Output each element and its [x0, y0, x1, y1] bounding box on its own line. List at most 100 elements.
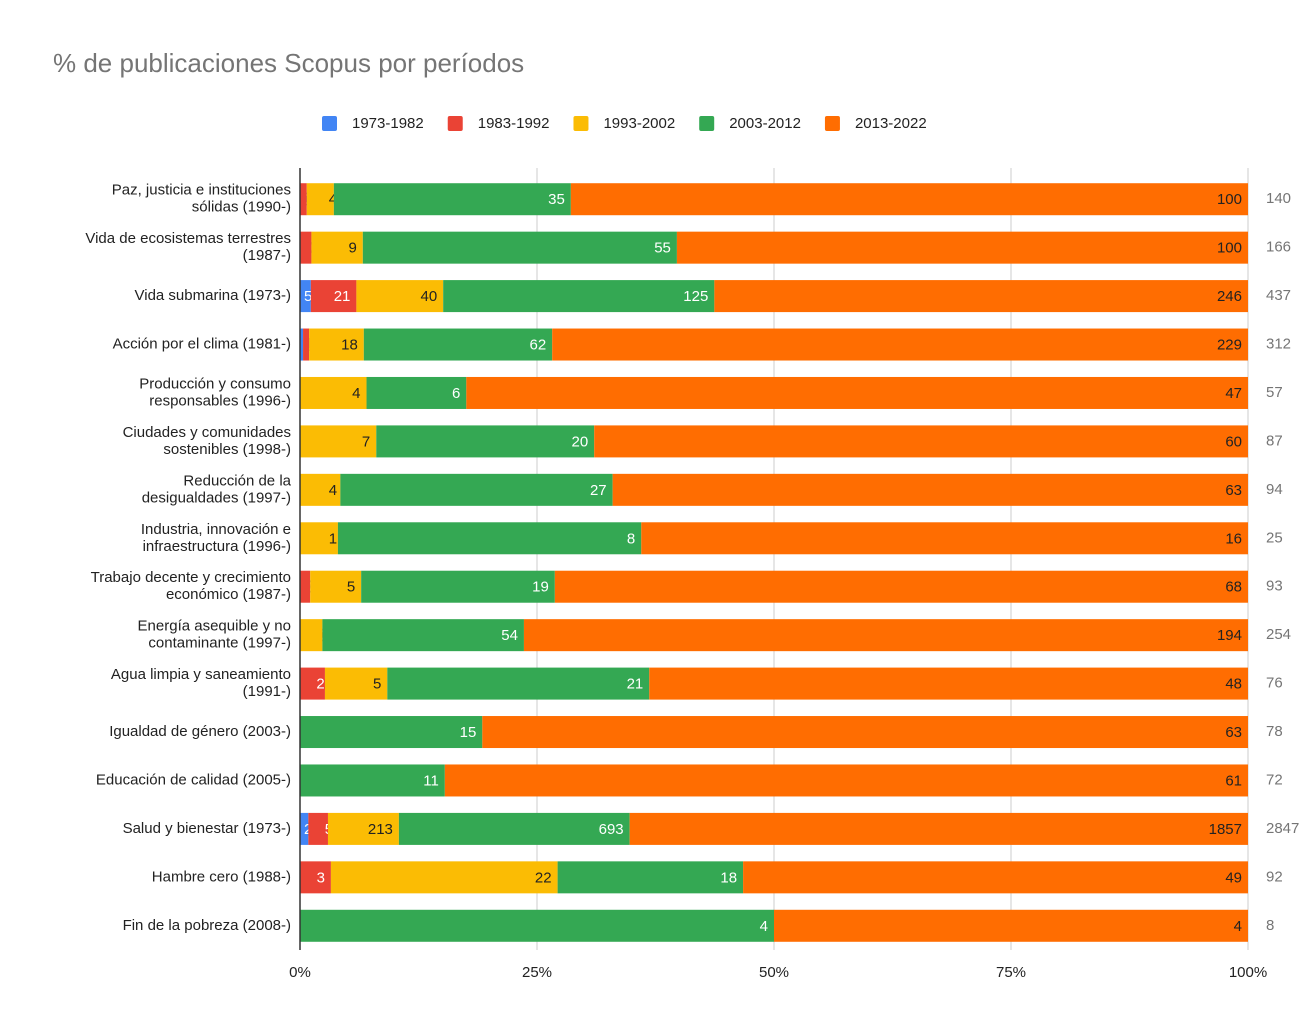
- bar-segment: [309, 328, 364, 361]
- bar-segment: [300, 764, 445, 797]
- y-tick-label: Producción y consumo responsables (1996-): [139, 375, 291, 409]
- bar-segment: [300, 522, 338, 555]
- bar-segment: [398, 812, 630, 845]
- total-label: 92: [1266, 868, 1283, 885]
- y-tick-label: Igualdad de género (2003-): [109, 723, 291, 740]
- bar-segment: [322, 619, 524, 652]
- bar-segment: [362, 231, 677, 264]
- y-tick-label: Educación de calidad (2005-): [96, 771, 291, 788]
- data-label: 100: [1217, 191, 1242, 208]
- bar-segment: [552, 328, 1248, 361]
- bar-segment: [300, 328, 304, 361]
- total-label: 76: [1266, 675, 1283, 692]
- bar-segment: [554, 570, 1248, 603]
- data-label: 61: [1225, 772, 1242, 789]
- data-label: 125: [683, 288, 708, 305]
- bar-segment: [774, 909, 1248, 942]
- bar-segment: [300, 909, 774, 942]
- data-label: 9: [348, 240, 356, 257]
- chart-title: % de publicaciones Scopus por períodos: [53, 48, 524, 78]
- bar-segment: [612, 473, 1248, 506]
- data-label: 246: [1217, 288, 1242, 305]
- legend-swatch: [573, 116, 589, 131]
- total-label: 437: [1266, 287, 1291, 304]
- data-label: 693: [599, 821, 624, 838]
- data-label: 63: [1225, 724, 1242, 741]
- bar-segment: [641, 522, 1248, 555]
- bar-segment: [300, 376, 367, 409]
- legend-label: 1973-1982: [352, 115, 424, 132]
- data-label: 100: [1217, 240, 1242, 257]
- bar-segment: [523, 619, 1248, 652]
- data-label: 1857: [1209, 821, 1242, 838]
- bar-segment: [443, 280, 715, 313]
- bar-segment: [361, 570, 555, 603]
- legend-label: 1983-1992: [478, 115, 550, 132]
- y-tick-label: Trabajo decente y crecimiento económico (…: [91, 569, 291, 603]
- data-label: 40: [420, 288, 437, 305]
- total-label: 8: [1266, 917, 1274, 934]
- x-tick-label: 0%: [289, 964, 311, 981]
- bar-segment: [327, 812, 399, 845]
- bar-segment: [300, 716, 483, 749]
- total-label: 254: [1266, 626, 1291, 643]
- bar-segment: [466, 376, 1248, 409]
- total-label: 312: [1266, 336, 1291, 353]
- y-tick-label: Acción por el clima (1981-): [113, 336, 291, 353]
- data-label: 213: [368, 821, 393, 838]
- y-tick-label: Energía asequible y no contaminante (1997…: [138, 618, 291, 652]
- data-label: 8: [627, 530, 635, 547]
- data-label: 68: [1225, 579, 1242, 596]
- data-label: 15: [460, 724, 477, 741]
- data-label: 19: [532, 579, 549, 596]
- bar-segment: [356, 280, 444, 313]
- total-label: 57: [1266, 384, 1283, 401]
- data-label: 18: [341, 337, 358, 354]
- total-label: 94: [1266, 481, 1283, 498]
- legend-swatch: [699, 116, 715, 131]
- legend-label: 1993-2002: [603, 115, 675, 132]
- bar-segment: [306, 183, 334, 216]
- data-label: 55: [654, 240, 671, 257]
- bar-segment: [311, 231, 363, 264]
- total-label: 166: [1266, 239, 1291, 256]
- data-label: 4: [1234, 918, 1242, 935]
- y-tick-label: Industria, innovación e infraestructura (…: [141, 521, 291, 555]
- y-tick-label: Vida de ecosistemas terrestres (1987-): [85, 230, 291, 264]
- data-label: 20: [572, 433, 589, 450]
- bar-segment: [300, 280, 311, 313]
- bar-segment: [300, 861, 331, 894]
- bar-segment: [300, 619, 323, 652]
- y-tick-label: Hambre cero (1988-): [152, 868, 291, 885]
- total-label: 78: [1266, 723, 1283, 740]
- y-tick-label: Reducción de la desigualdades (1997-): [142, 472, 292, 506]
- bar-segment: [714, 280, 1248, 313]
- data-label: 16: [1225, 530, 1242, 547]
- data-label: 5: [347, 579, 355, 596]
- data-label: 27: [590, 482, 607, 499]
- x-tick-label: 100%: [1229, 964, 1267, 981]
- data-label: 7: [362, 433, 370, 450]
- y-tick-label: Salud y bienestar (1973-): [123, 820, 291, 837]
- data-label: 21: [627, 676, 644, 693]
- data-label: 1: [329, 530, 337, 547]
- bar-segment: [310, 280, 357, 313]
- bar-segment: [324, 667, 388, 700]
- bar-segment: [333, 183, 571, 216]
- legend-label: 2003-2012: [729, 115, 801, 132]
- total-label: 25: [1266, 529, 1283, 546]
- data-label: 4: [329, 482, 337, 499]
- bar-segment: [366, 376, 467, 409]
- bar-segment: [300, 812, 309, 845]
- legend-swatch: [824, 116, 840, 131]
- bar-segment: [300, 667, 325, 700]
- data-label: 18: [720, 869, 737, 886]
- total-label: 72: [1266, 771, 1283, 788]
- y-tick-label: Paz, justicia e instituciones sólidas (19…: [112, 182, 291, 216]
- data-label: 4: [760, 918, 768, 935]
- total-label: 87: [1266, 432, 1283, 449]
- data-label: 229: [1217, 337, 1242, 354]
- bar-segment: [300, 231, 312, 264]
- bar-segment: [570, 183, 1248, 216]
